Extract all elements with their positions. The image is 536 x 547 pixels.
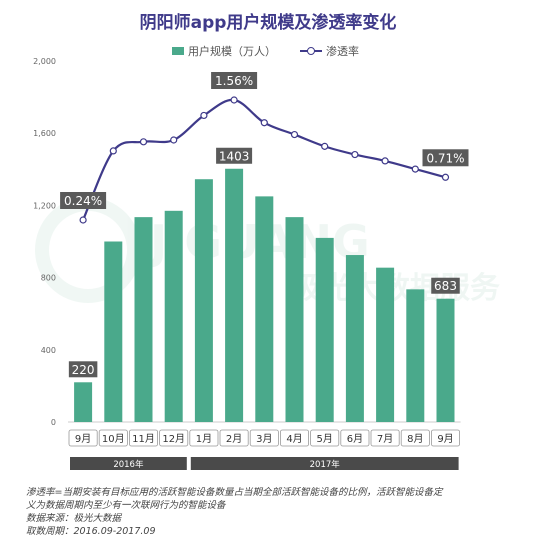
x-category-box xyxy=(400,429,430,447)
footnote: 渗透率=当期安装有目标应用的活跃智能设备数量占当期全部活跃智能设备的比例，活跃智… xyxy=(26,486,526,538)
y-tick-label: 1,600 xyxy=(33,129,56,138)
x-category-box xyxy=(98,429,128,447)
year-group-bar xyxy=(190,457,459,470)
bar xyxy=(104,241,123,422)
line-point xyxy=(260,119,268,127)
bar xyxy=(436,298,455,422)
bar xyxy=(406,289,425,422)
bar xyxy=(164,210,183,422)
line-value-label-bg xyxy=(60,192,107,209)
x-category-label: 9月 xyxy=(437,433,453,445)
bar-value-label-bg xyxy=(68,361,98,378)
line-value-label-bg xyxy=(422,149,469,167)
footnote-source: 数据来源：极光大数据 xyxy=(26,513,122,524)
y-tick-label: 1,200 xyxy=(33,201,56,210)
year-group-label: 2016年 xyxy=(113,459,144,470)
footnote-definition-line1: 渗透率=当期安装有目标应用的活跃智能设备数量占当期全部活跃智能设备的比例，活跃智… xyxy=(26,487,443,498)
line-point xyxy=(441,173,450,181)
line-point xyxy=(200,111,208,120)
x-category-label: 4月 xyxy=(286,433,302,445)
line-legend-swatch xyxy=(300,46,322,56)
line-point xyxy=(290,130,299,139)
x-category-label: 10月 xyxy=(102,433,125,445)
footnote-definition-line2: 义为数据周期内至少有一次联网行为的智能设备 xyxy=(26,500,226,511)
bar xyxy=(345,255,364,422)
y-tick-label: 2,000 xyxy=(33,57,56,66)
line-point xyxy=(170,136,178,144)
x-category-label: 1月 xyxy=(196,433,212,445)
bar xyxy=(376,267,395,422)
x-category-label: 9月 xyxy=(75,433,91,445)
bar-value-label: 1403 xyxy=(219,149,250,163)
bar-legend-swatch xyxy=(172,47,184,55)
bar xyxy=(134,217,153,422)
chart-title: 阴阳师app用户规模及渗透率变化 xyxy=(139,13,397,33)
bar xyxy=(194,179,213,422)
x-category-box xyxy=(159,429,189,447)
x-category-label: 7月 xyxy=(377,433,393,445)
bar-value-label: 220 xyxy=(72,363,95,377)
bar xyxy=(255,196,274,422)
bar-value-label-bg xyxy=(216,147,253,164)
x-category-box xyxy=(128,429,158,447)
line-value-label: 0.24% xyxy=(64,194,102,208)
x-category-label: 6月 xyxy=(347,433,363,445)
x-category-label: 11月 xyxy=(132,433,155,445)
bar-value-label-bg xyxy=(431,277,460,294)
line-point xyxy=(79,216,87,224)
x-category-label: 5月 xyxy=(317,433,333,445)
line-point xyxy=(321,142,329,150)
line-value-label-bg xyxy=(211,72,258,89)
line-point xyxy=(411,165,419,173)
bar xyxy=(285,217,304,422)
bar-value-label: 683 xyxy=(434,279,457,293)
line-point xyxy=(351,150,359,159)
y-tick-label: 0 xyxy=(51,418,56,427)
line-legend-label: 渗透率 xyxy=(326,45,359,58)
x-category-label: 3月 xyxy=(256,433,272,445)
line-value-label: 1.56% xyxy=(215,74,253,88)
x-category-label: 2月 xyxy=(226,433,242,445)
legend: 用户规模（万人） 渗透率 xyxy=(172,44,359,58)
line-value-label: 0.71% xyxy=(426,151,464,165)
year-group-label: 2017年 xyxy=(310,459,341,470)
x-category-box xyxy=(189,429,219,447)
x-category-box xyxy=(340,429,370,447)
x-category-box xyxy=(310,429,340,447)
chart-canvas: JIGUANG极光大数据服务04008001,2001,6002,0002201… xyxy=(33,57,500,470)
x-category-box xyxy=(430,429,460,447)
x-category-box xyxy=(370,429,400,447)
line-point xyxy=(109,147,117,155)
line-point xyxy=(139,138,148,146)
bar xyxy=(225,168,244,422)
y-tick-label: 800 xyxy=(41,274,56,283)
bar-legend-label: 用户规模（万人） xyxy=(188,45,276,58)
x-category-label: 12月 xyxy=(162,433,185,445)
x-category-box xyxy=(279,429,309,447)
line-point xyxy=(381,157,389,165)
x-category-label: 8月 xyxy=(407,433,423,445)
bar xyxy=(74,382,93,422)
line-point xyxy=(230,96,238,104)
footnote-period: 取数周期：2016.09-2017.09 xyxy=(26,526,156,537)
x-category-box xyxy=(219,429,249,447)
year-group-bar xyxy=(70,457,187,470)
y-tick-label: 400 xyxy=(41,346,56,355)
bar xyxy=(315,237,334,422)
x-category-box xyxy=(68,429,98,447)
x-category-box xyxy=(249,429,279,447)
